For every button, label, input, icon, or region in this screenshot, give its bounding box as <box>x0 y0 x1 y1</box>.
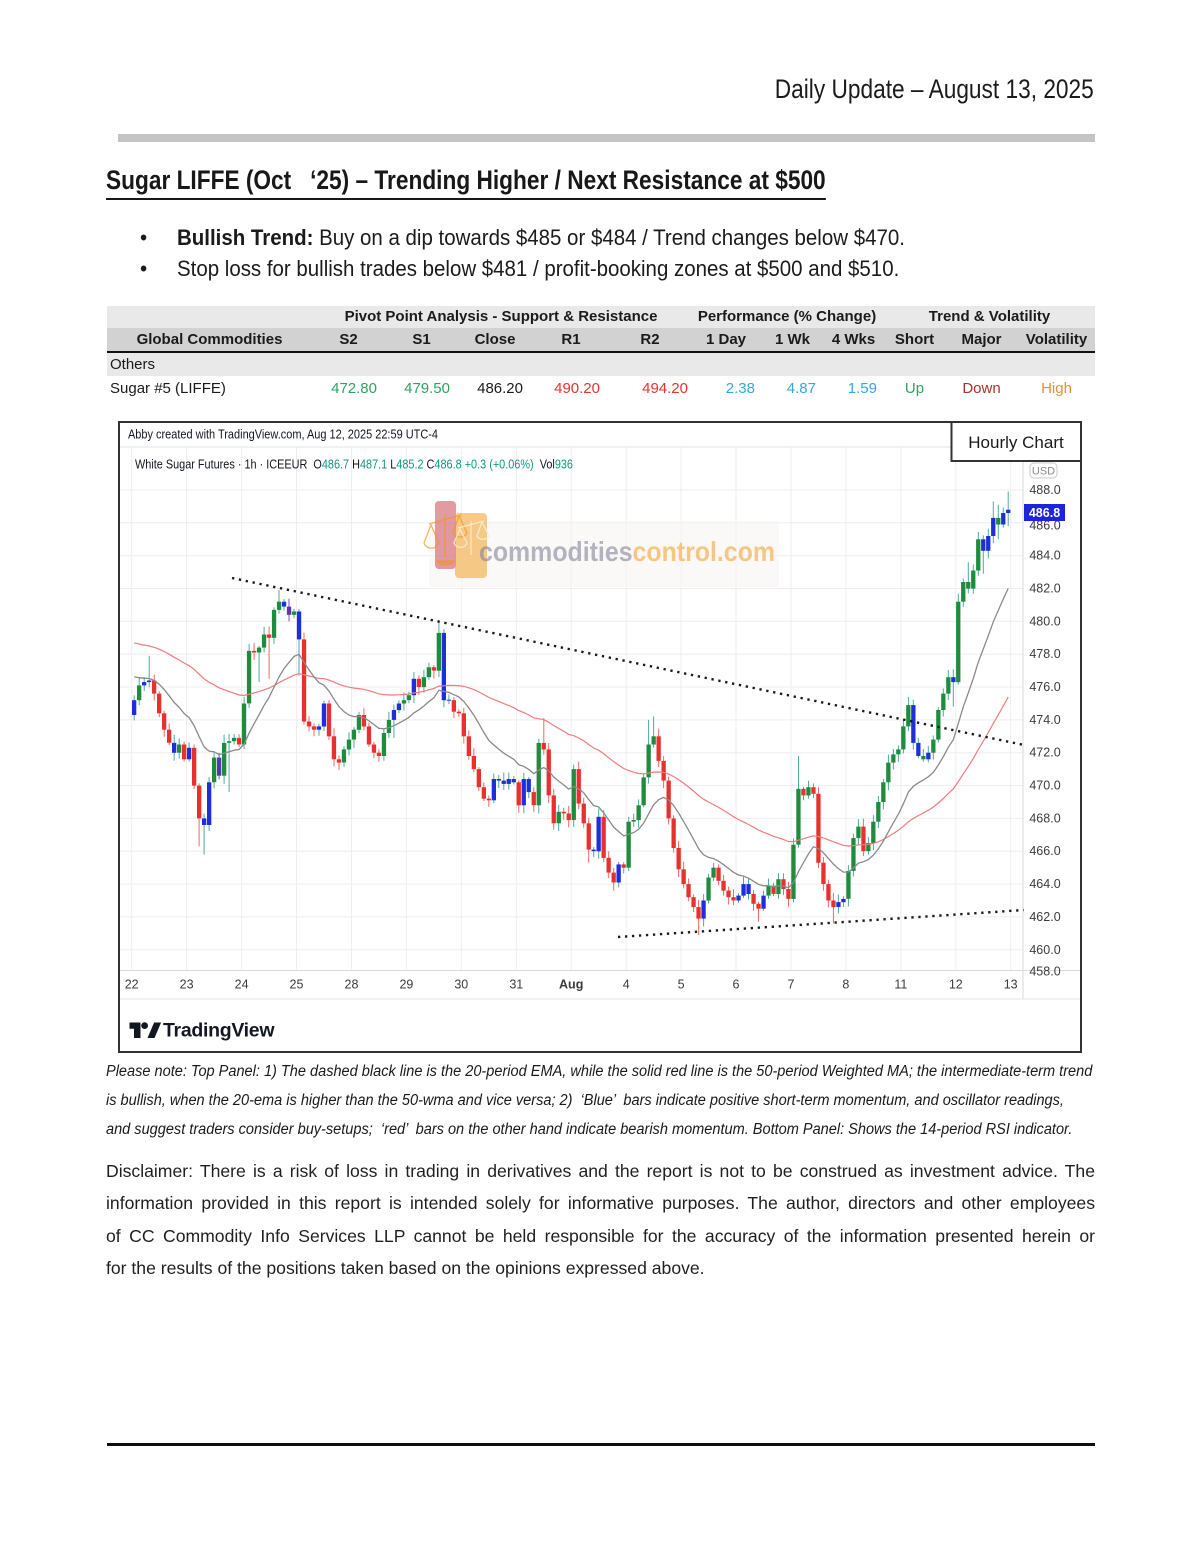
svg-text:486.8: 486.8 <box>1029 506 1060 520</box>
svg-text:29: 29 <box>399 978 413 992</box>
svg-text:13: 13 <box>1004 978 1018 992</box>
svg-text:462.0: 462.0 <box>1029 910 1060 924</box>
svg-text:458.0: 458.0 <box>1029 965 1060 979</box>
svg-text:11: 11 <box>894 978 907 992</box>
svg-text:466.0: 466.0 <box>1029 844 1060 858</box>
svg-text:commoditiescontrol.com: commoditiescontrol.com <box>479 536 775 567</box>
svg-text:468.0: 468.0 <box>1029 811 1060 825</box>
svg-text:Hourly Chart: Hourly Chart <box>968 433 1064 452</box>
svg-text:478.0: 478.0 <box>1029 647 1060 661</box>
svg-text:474.0: 474.0 <box>1029 713 1060 727</box>
svg-text:USD: USD <box>1032 466 1055 478</box>
svg-text:TradingView: TradingView <box>163 1020 275 1042</box>
svg-text:Aug: Aug <box>559 978 583 992</box>
svg-text:25: 25 <box>290 978 304 992</box>
svg-text:7: 7 <box>788 978 795 992</box>
svg-text:30: 30 <box>454 978 468 992</box>
svg-text:476.0: 476.0 <box>1029 680 1060 694</box>
svg-text:472.0: 472.0 <box>1029 746 1060 760</box>
svg-text:23: 23 <box>180 978 194 992</box>
svg-text:464.0: 464.0 <box>1029 877 1060 891</box>
svg-text:White Sugar Futures · 1h · ICE: White Sugar Futures · 1h · ICEEUR O486.7… <box>135 458 573 472</box>
svg-text:470.0: 470.0 <box>1029 779 1060 793</box>
svg-text:484.0: 484.0 <box>1029 549 1060 563</box>
svg-text:488.0: 488.0 <box>1029 483 1060 497</box>
svg-text:22: 22 <box>125 978 139 992</box>
svg-text:6: 6 <box>733 978 740 992</box>
svg-text:480.0: 480.0 <box>1029 614 1060 628</box>
svg-text:5: 5 <box>678 978 685 992</box>
svg-text:24: 24 <box>235 978 249 992</box>
svg-text:4: 4 <box>623 978 630 992</box>
svg-text:482.0: 482.0 <box>1029 582 1060 596</box>
svg-text:8: 8 <box>842 978 849 992</box>
svg-text:460.0: 460.0 <box>1029 943 1060 957</box>
svg-text:31: 31 <box>509 978 523 992</box>
svg-text:28: 28 <box>345 978 359 992</box>
svg-text:Abby created with TradingView.: Abby created with TradingView.com, Aug 1… <box>128 428 438 442</box>
svg-text:486.0: 486.0 <box>1029 519 1060 533</box>
svg-text:12: 12 <box>949 978 963 992</box>
